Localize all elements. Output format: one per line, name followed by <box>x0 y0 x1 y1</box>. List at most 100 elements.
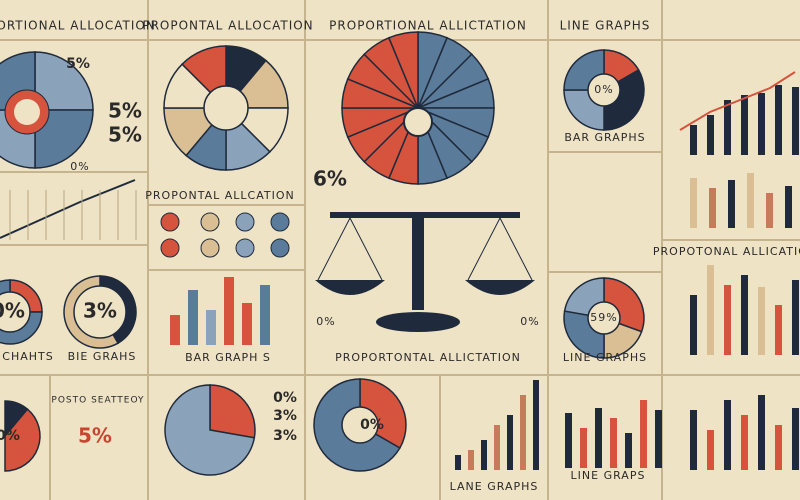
caption: LINE GRAPHS <box>563 351 647 364</box>
bar-decor <box>785 186 792 228</box>
header: PROPORTIONAL ALLICTATION <box>329 19 527 33</box>
bar-decor <box>690 125 697 155</box>
bar-decor <box>766 193 773 228</box>
pie-hole <box>73 285 127 339</box>
bar-decor <box>580 428 587 468</box>
bar-decor <box>533 380 539 470</box>
bar-decor <box>724 400 731 470</box>
scale-label: 0% <box>520 315 539 328</box>
pie-hole <box>203 85 249 131</box>
bar-decor <box>724 100 731 155</box>
bar-decor <box>728 180 735 228</box>
dot <box>235 212 255 232</box>
bar-decor <box>455 455 461 470</box>
pie-label: 59% <box>590 311 617 324</box>
header: LINE GRAPHS <box>560 19 651 33</box>
bar-decor <box>724 285 731 355</box>
pie-label: 5% <box>108 123 142 147</box>
pie-label: 5% <box>108 99 142 123</box>
pie-wedge <box>4 408 41 472</box>
pie-label: 0% <box>273 390 297 406</box>
bar-decor <box>775 305 782 355</box>
pie-label: 3% <box>83 299 117 323</box>
bar-decor <box>625 433 632 468</box>
line-decor <box>0 179 136 239</box>
bar-decor <box>242 303 252 345</box>
scale-post <box>412 215 424 310</box>
pie-wedge <box>34 51 94 111</box>
note-title: POSTO SEATTEOY <box>51 396 144 406</box>
caption: PROPOTONAL ALLICATION <box>653 245 800 258</box>
bar-decor <box>481 440 487 470</box>
caption: PROPONTAL ALLCATION <box>145 189 294 202</box>
scale-beam <box>330 212 520 218</box>
scale-string <box>499 217 533 281</box>
bar-decor <box>507 415 513 470</box>
scale-pan <box>465 280 535 295</box>
pie-wedge <box>387 31 419 109</box>
pie-wedge <box>164 384 256 476</box>
line-decor <box>679 71 796 131</box>
header: PROPONTAL ALLOCATION <box>142 19 313 33</box>
caption: BAR GRAPH S <box>185 351 271 364</box>
bar-decor <box>260 285 270 345</box>
bar-decor <box>758 93 765 155</box>
pie-hole <box>0 291 31 333</box>
dot <box>200 212 220 232</box>
bar-decor <box>520 395 526 470</box>
dot <box>200 238 220 258</box>
scale-string <box>317 217 351 281</box>
bar-decor <box>707 115 714 155</box>
bar-decor <box>758 395 765 470</box>
note-value: 5% <box>78 424 112 448</box>
pie-label: 0% <box>360 417 384 433</box>
pie-center <box>14 99 40 125</box>
pie-wedge <box>209 384 256 439</box>
caption: PROPORTONTAL ALLICTATION <box>335 351 521 364</box>
scale-label: 0% <box>316 315 335 328</box>
pie-wedge <box>34 109 94 169</box>
bar-decor <box>224 277 234 345</box>
bar-decor <box>610 418 617 468</box>
dot <box>270 212 290 232</box>
side-label: 6% <box>313 167 347 191</box>
caption: LANE GRAPHS <box>450 480 539 493</box>
bar-decor <box>468 450 474 470</box>
header: PORTIONAL ALLOCATION <box>0 19 156 33</box>
caption: BAR GRAPHS <box>564 131 645 144</box>
pie-label: 0% <box>594 83 613 96</box>
pie-label: 0% <box>0 428 20 444</box>
pie-hole <box>587 301 621 335</box>
bar-decor <box>792 280 799 355</box>
bar-decor <box>775 425 782 470</box>
bar-decor <box>640 400 647 468</box>
bar-decor <box>709 188 716 228</box>
dot <box>235 238 255 258</box>
bar-decor <box>741 415 748 470</box>
bar-decor <box>792 408 799 470</box>
scale-string <box>349 217 383 281</box>
scale-string <box>467 217 501 281</box>
pie-label: 3% <box>273 408 297 424</box>
caption: CHAHTS <box>2 350 53 363</box>
dot <box>160 212 180 232</box>
bar-decor <box>707 265 714 355</box>
pie-label: 5% <box>66 56 90 72</box>
bar-decor <box>188 290 198 345</box>
bar-decor <box>747 173 754 228</box>
dot <box>270 238 290 258</box>
dot <box>160 238 180 258</box>
bar-decor <box>655 410 662 468</box>
bar-decor <box>565 413 572 468</box>
bar-decor <box>741 95 748 155</box>
pie-hub <box>403 107 433 137</box>
bar-decor <box>690 410 697 470</box>
bar-decor <box>775 85 782 155</box>
scale-pan <box>315 280 385 295</box>
bar-decor <box>494 425 500 470</box>
bar-decor <box>595 408 602 468</box>
caption: LINE GRAPS <box>571 469 646 482</box>
bar-decor <box>707 430 714 470</box>
bar-decor <box>792 87 799 155</box>
